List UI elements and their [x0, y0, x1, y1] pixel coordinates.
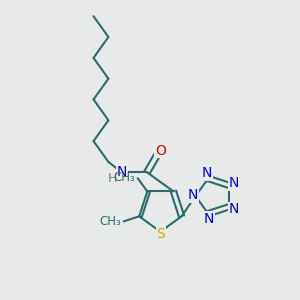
- Text: H: H: [107, 172, 117, 185]
- Text: N: N: [229, 176, 239, 190]
- Text: O: O: [155, 144, 166, 158]
- Text: N: N: [229, 202, 239, 216]
- Text: CH₃: CH₃: [114, 171, 135, 184]
- Text: N: N: [202, 166, 212, 180]
- Text: N: N: [204, 212, 214, 226]
- Text: S: S: [157, 227, 165, 241]
- Text: N: N: [117, 165, 127, 179]
- Text: N: N: [188, 188, 198, 203]
- Text: CH₃: CH₃: [100, 215, 121, 228]
